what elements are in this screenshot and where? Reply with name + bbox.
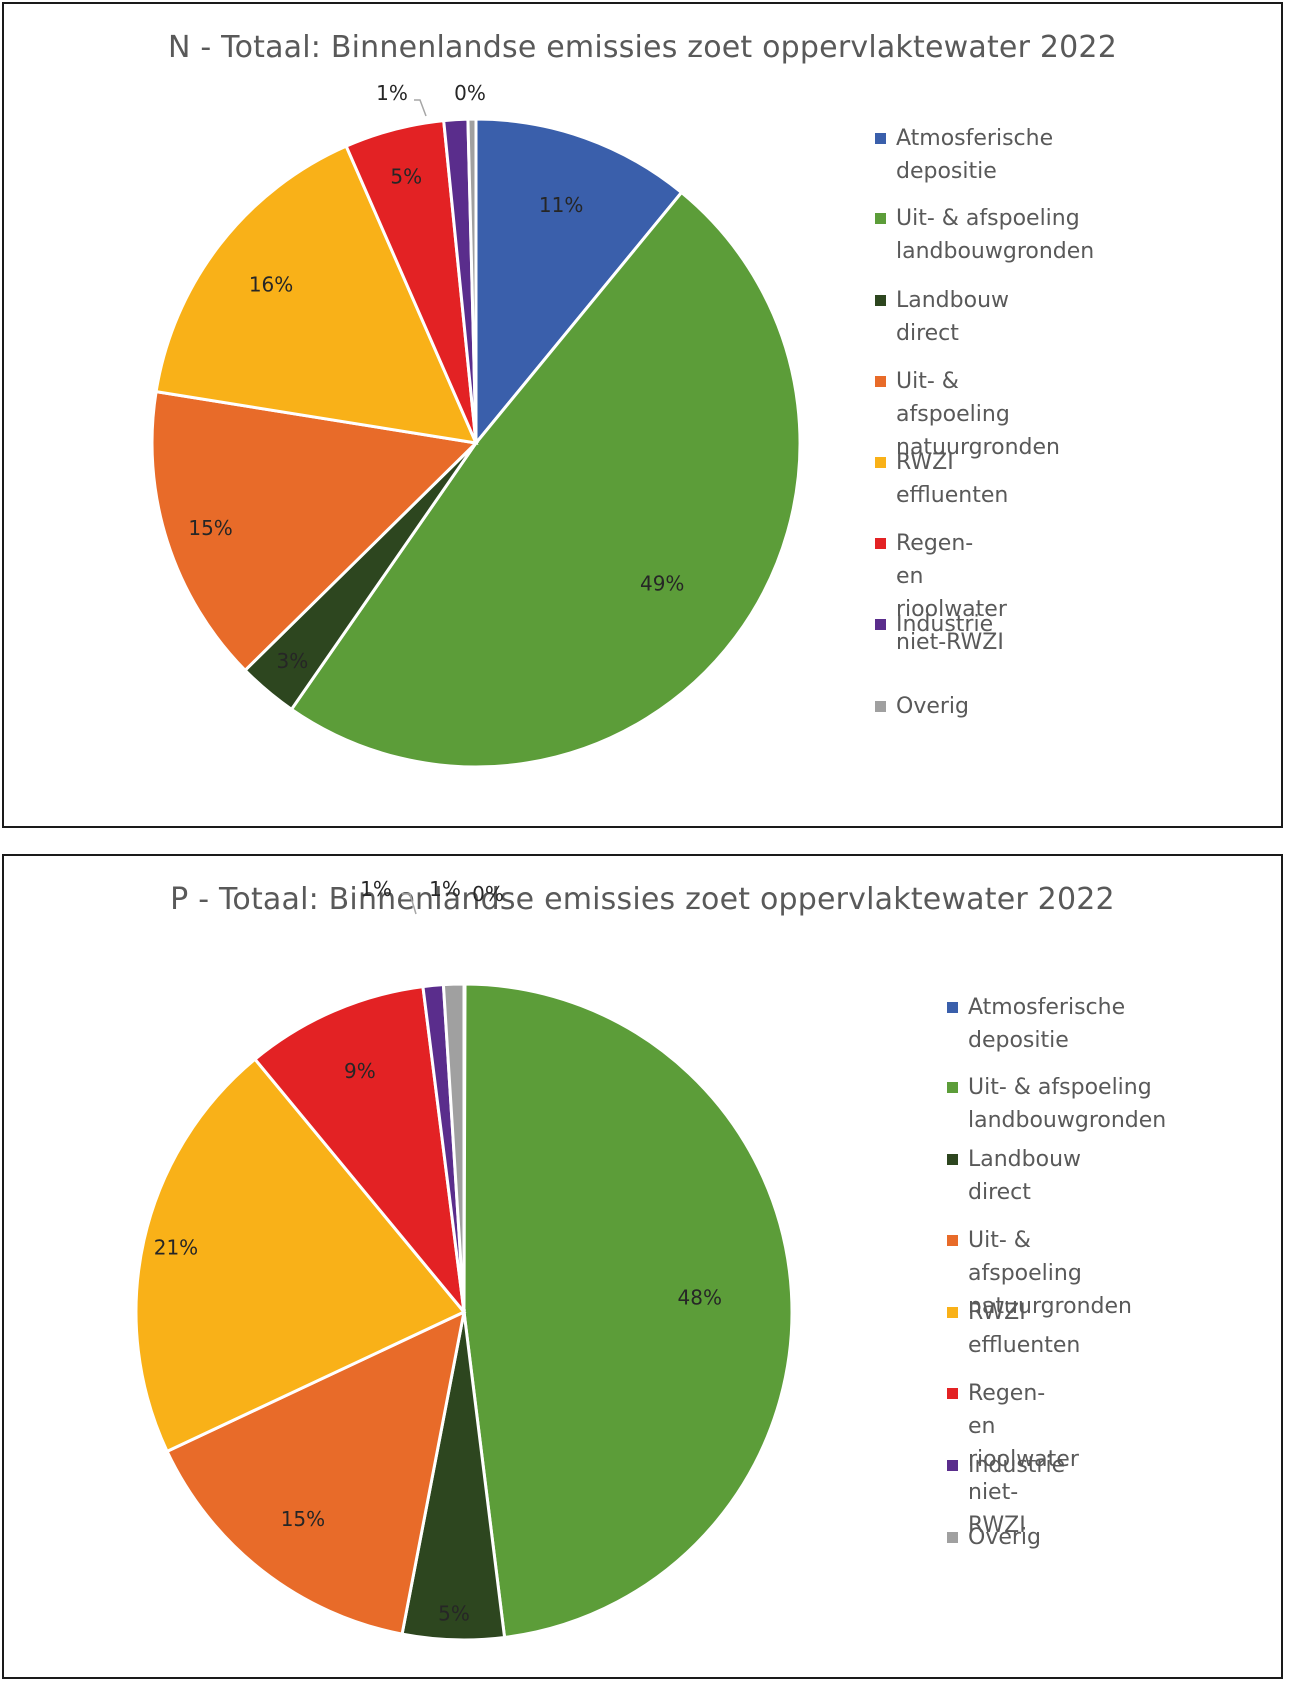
- legend-item: Atmosferische depositie: [875, 122, 1053, 188]
- legend-label: Overig: [968, 1525, 1041, 1550]
- data-label: 1%: [360, 877, 392, 901]
- pie-slice-uit-afspoeling-landbouwgronden: [462, 982, 794, 1640]
- data-label: 1%: [429, 877, 461, 901]
- data-label: 16%: [249, 272, 293, 296]
- data-label: 49%: [640, 572, 684, 596]
- legend-swatch-icon: [875, 619, 886, 630]
- legend-item: RWZI effluenten: [875, 446, 1008, 512]
- data-label: 0%: [454, 81, 486, 105]
- legend-item: Landbouw direct: [875, 284, 1009, 350]
- legend-item: RWZI effluenten: [947, 1296, 1080, 1362]
- label-leader-line: [414, 99, 427, 117]
- legend-label: Landbouw direct: [896, 288, 1010, 346]
- legend-item: Uit- & afspoeling natuurgronden: [875, 365, 1060, 464]
- chart-title: N - Totaal: Binnenlandse emissies zoet o…: [168, 30, 1117, 65]
- legend-swatch-icon: [947, 1532, 958, 1543]
- legend-item: Overig: [875, 690, 969, 723]
- legend-label: Overig: [896, 694, 969, 719]
- chart-panel-n: N - Totaal: Binnenlandse emissies zoet o…: [2, 2, 1283, 828]
- legend-label: RWZI effluenten: [968, 1300, 1081, 1358]
- pie-slice-overig: [441, 982, 466, 1313]
- pie-chart-n: 11% 49% 3% 15% 16% 5% 1% 0%: [150, 81, 802, 769]
- legend-item: Overig: [947, 1521, 1041, 1554]
- legend-swatch-icon: [947, 1002, 958, 1013]
- data-label: 1%: [376, 81, 408, 105]
- legend-label: Uit- & afspoeling landbouwgronden: [968, 1075, 1167, 1133]
- legend-label: Regen- en rioolwater niet- RWZI: [968, 1381, 1079, 1538]
- legend-label: RWZI effluenten: [896, 450, 1009, 508]
- legend-item: Atmosferische depositie: [947, 991, 1125, 1057]
- data-label: 0%: [472, 882, 504, 906]
- data-label: 5%: [438, 1602, 470, 1626]
- legend-item: Uit- & afspoeling natuurgronden: [947, 1224, 1132, 1323]
- legend-item: Landbouw direct: [947, 1143, 1081, 1209]
- legend-label: Regen- en rioolwater niet-RWZI: [896, 531, 1007, 655]
- legend-swatch-icon: [947, 1460, 958, 1471]
- legend-swatch-icon: [875, 376, 886, 387]
- data-label: 3%: [277, 649, 309, 673]
- legend-label: Industrie: [968, 1453, 1066, 1478]
- legend-label: Uit- & afspoeling natuurgronden: [968, 1228, 1132, 1319]
- pie-slice-rwzi-effluenten: [154, 144, 479, 445]
- pie-slice-overig: [466, 117, 478, 444]
- legend-swatch-icon: [947, 1235, 958, 1246]
- data-label: 5%: [390, 165, 422, 189]
- legend-item: Regen- en rioolwater niet- RWZI: [947, 1377, 1079, 1542]
- chart-title: P - Totaal: Binnenlandse emissies zoet o…: [170, 882, 1115, 917]
- legend-item: Uit- & afspoeling landbouwgronden: [875, 202, 1094, 268]
- legend-item: Industrie: [875, 608, 993, 641]
- legend-swatch-icon: [875, 295, 886, 306]
- legend-label: Uit- & afspoeling natuurgronden: [896, 369, 1060, 460]
- data-label: 15%: [188, 516, 232, 540]
- legend-item: Industrie: [947, 1449, 1065, 1482]
- legend-label: Atmosferische depositie: [968, 995, 1126, 1053]
- legend-swatch-icon: [947, 1082, 958, 1093]
- pie-slice-rwzi-effluenten: [134, 1057, 467, 1454]
- pie-slice-uit-afspoeling-natuurgronden: [150, 389, 480, 673]
- data-label: 21%: [154, 1235, 198, 1259]
- pie-slice-regen-en-rioolwater-niet-rwzi: [252, 984, 467, 1317]
- chart-panel-p: P - Totaal: Binnenlandse emissies zoet o…: [2, 854, 1283, 1679]
- legend-swatch-icon: [875, 457, 886, 468]
- pie-slice-uit-afspoeling-landbouwgronden: [289, 190, 802, 769]
- data-label: 11%: [539, 193, 583, 217]
- legend-label: Atmosferische depositie: [896, 126, 1054, 184]
- legend-label: Landbouw direct: [968, 1147, 1082, 1205]
- legend-label: Uit- & afspoeling landbouwgronden: [896, 206, 1095, 264]
- legend-swatch-icon: [947, 1154, 958, 1165]
- pie-slice-uit-afspoeling-natuurgronden: [165, 1309, 467, 1636]
- pie-slice-atmosferische-depositie: [474, 117, 684, 448]
- legend-swatch-icon: [875, 701, 886, 712]
- legend-swatch-icon: [947, 1307, 958, 1318]
- legend-swatch-icon: [947, 1388, 958, 1399]
- label-leader-line: [402, 893, 417, 915]
- pie-chart-p: 0% 48% 5% 15% 21% 9% 1% 1%: [134, 877, 794, 1642]
- legend-swatch-icon: [875, 538, 886, 549]
- data-label: 15%: [281, 1507, 325, 1531]
- legend-item: Regen- en rioolwater niet-RWZI: [875, 527, 1007, 659]
- legend-swatch-icon: [875, 213, 886, 224]
- legend-label: Industrie: [896, 612, 994, 637]
- data-label: 48%: [678, 1286, 722, 1310]
- legend-swatch-icon: [875, 133, 886, 144]
- data-label: 9%: [344, 1059, 376, 1083]
- legend-item: Uit- & afspoeling landbouwgronden: [947, 1071, 1166, 1137]
